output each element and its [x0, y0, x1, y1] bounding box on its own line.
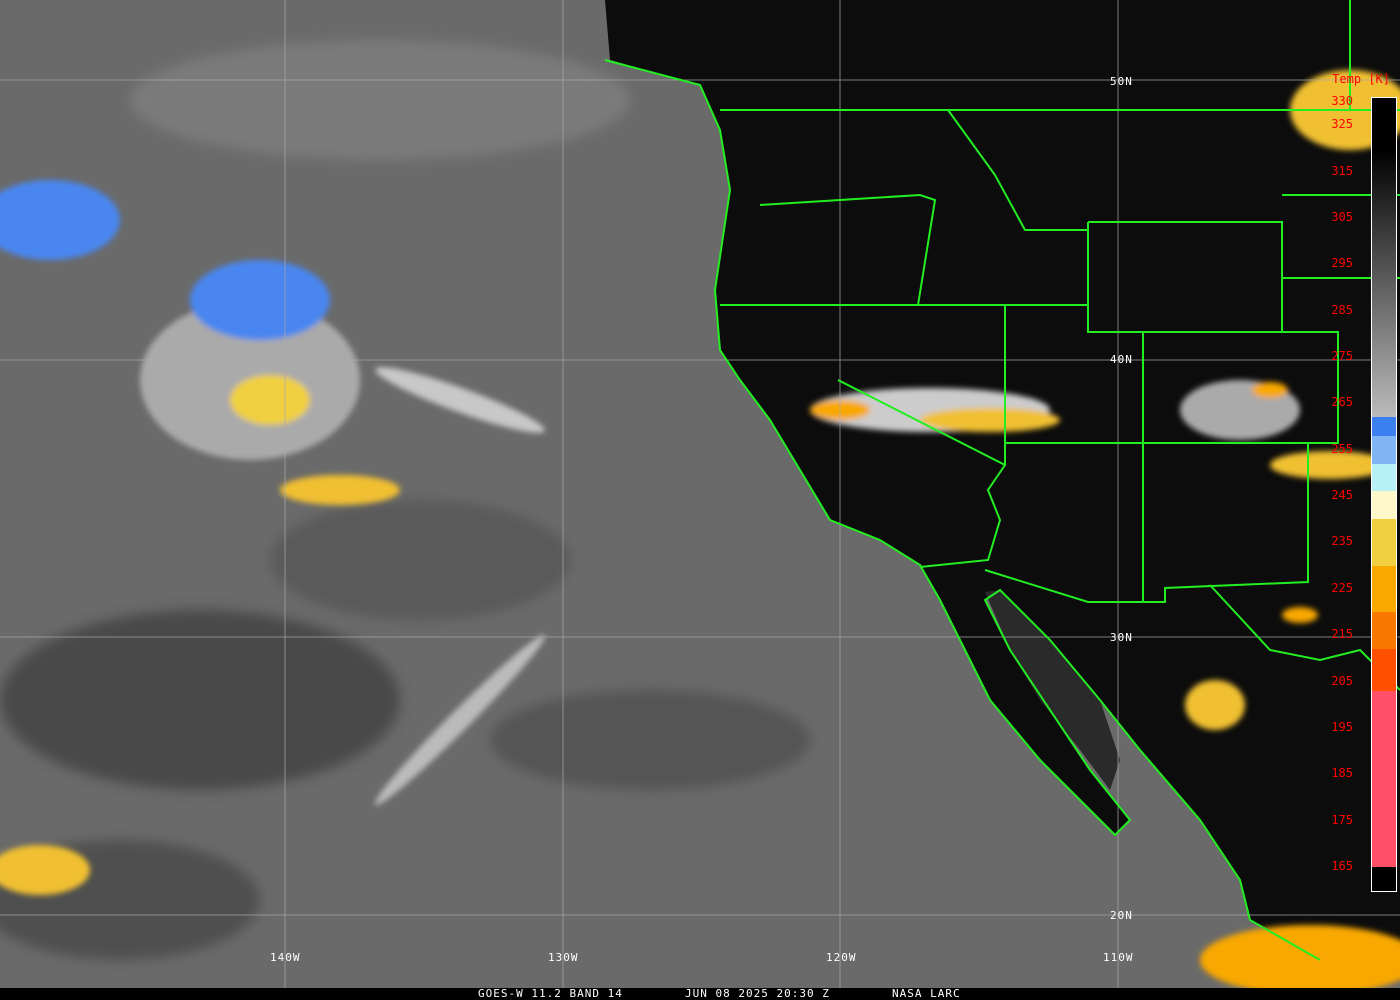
- legend-tick: 330: [1331, 94, 1353, 108]
- lon-label-130w: 130W: [548, 951, 579, 964]
- colorbar-segment: [1372, 565, 1396, 612]
- legend-tick: 255: [1331, 441, 1353, 456]
- colorbar-segment: [1372, 519, 1396, 566]
- lon-label-140w: 140W: [270, 951, 301, 964]
- legend-tick: 285: [1331, 302, 1353, 317]
- legend-tick: 205: [1331, 673, 1353, 688]
- lon-label-120w: 120W: [826, 951, 857, 964]
- legend-tick: 275: [1331, 349, 1353, 363]
- lat-label-50n: 50N: [1110, 75, 1133, 88]
- legend-tick: 265: [1331, 395, 1353, 410]
- cloud-clusters: [0, 70, 1400, 995]
- lat-label-30n: 30N: [1110, 631, 1133, 644]
- legend-tick: 305: [1331, 209, 1353, 224]
- legend-tick: 165: [1331, 859, 1353, 873]
- legend-tick: 325: [1331, 117, 1353, 132]
- colorbar-segment: [1372, 102, 1396, 418]
- colorbar-segment: [1372, 491, 1396, 520]
- temperature-colorbar: [1371, 97, 1397, 892]
- colorbar-segment: [1372, 463, 1396, 492]
- colorbar-segment: [1372, 690, 1396, 867]
- legend-tick: 175: [1331, 812, 1353, 827]
- legend-tick: 195: [1331, 719, 1353, 734]
- legend-tick: 185: [1331, 766, 1353, 781]
- legend-tick: 315: [1331, 163, 1353, 178]
- legend-tick: 245: [1331, 488, 1353, 503]
- gulf-of-california: [985, 590, 1120, 790]
- legend-tick: 235: [1331, 534, 1353, 549]
- datetime-label: JUN 08 2025 20:30 Z: [685, 987, 830, 1000]
- legend-tick: 215: [1331, 627, 1353, 642]
- colorbar-segment: [1372, 649, 1396, 691]
- colorbar-segment: [1372, 435, 1396, 464]
- legend-tick: 225: [1331, 580, 1353, 595]
- legend-title: Temp [K]: [1332, 72, 1390, 86]
- caption-bar: GOES-W 11.2 BAND 14 JUN 08 2025 20:30 Z …: [0, 988, 1400, 1000]
- colorbar-segment: [1372, 612, 1396, 650]
- product-label: GOES-W 11.2 BAND 14: [478, 987, 623, 1000]
- lat-label-20n: 20N: [1110, 909, 1133, 922]
- lon-label-110w: 110W: [1103, 951, 1134, 964]
- colorbar-segment: [1372, 417, 1396, 436]
- source-label: NASA LARC: [892, 987, 961, 1000]
- lat-label-40n: 40N: [1110, 353, 1133, 366]
- legend-tick: 295: [1331, 256, 1353, 271]
